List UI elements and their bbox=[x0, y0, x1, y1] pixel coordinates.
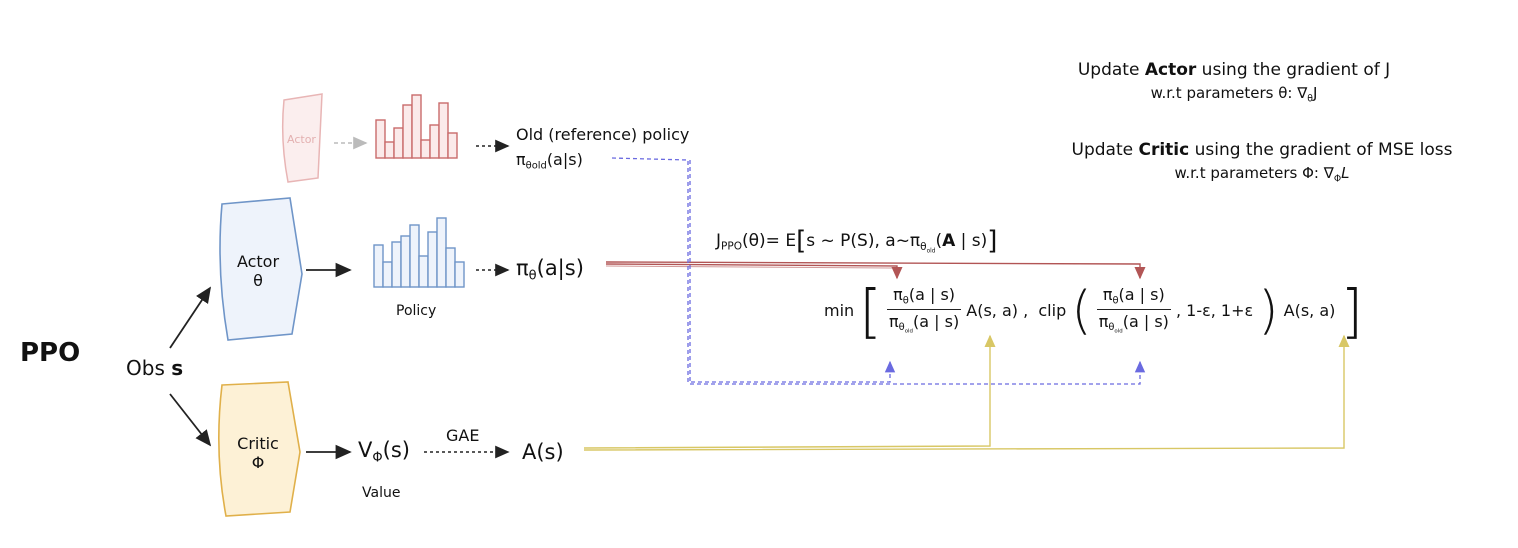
gae-label: GAE bbox=[446, 426, 480, 445]
critic-shape bbox=[218, 381, 301, 517]
objective-expectation: JPPO(θ)= E[s ~ P(S), a~πθold(A | s)] bbox=[716, 226, 998, 256]
policy-caption: Policy bbox=[396, 303, 437, 319]
obs-symbol: s bbox=[171, 356, 184, 380]
policy-histogram bbox=[373, 217, 465, 288]
policy-wire-1 bbox=[605, 263, 903, 280]
old-actor-shape bbox=[281, 93, 323, 183]
value-caption: Value bbox=[362, 485, 401, 501]
actor-label: Actor θ bbox=[226, 252, 290, 290]
old-policy-histogram bbox=[375, 94, 458, 159]
old-policy-wire bbox=[611, 157, 896, 383]
actor-shape bbox=[219, 197, 303, 341]
update-actor-note: Update Actor using the gradient of J w.r… bbox=[1077, 60, 1391, 104]
advantage-wire-1 bbox=[583, 334, 996, 449]
objective-clip-formula: min [ πθ(a | s) πθold(a | s) A(s, a) , c… bbox=[824, 277, 1364, 345]
diagram-title: PPO bbox=[20, 338, 81, 368]
update-critic-note: Update Critic using the gradient of MSE … bbox=[1071, 140, 1453, 184]
old-policy-symbol: πθold(a|s) bbox=[516, 150, 583, 172]
ratio-fraction-1: πθ(a | s) πθold(a | s) bbox=[887, 284, 962, 335]
advantage-term-2: A(s, a) bbox=[1283, 301, 1336, 320]
policy-symbol: πθ(a|s) bbox=[516, 256, 584, 284]
ratio-fraction-2: πθ(a | s) πθold(a | s) bbox=[1096, 284, 1171, 335]
policy-wire-2 bbox=[605, 261, 1146, 280]
advantage-wire-2 bbox=[583, 334, 1350, 451]
clip-operator: clip bbox=[1038, 301, 1067, 320]
value-symbol: VΦ(s) bbox=[358, 438, 410, 466]
old-policy-caption: Old (reference) policy bbox=[516, 125, 690, 144]
critic-param: Φ bbox=[251, 453, 265, 473]
critic-label: Critic Φ bbox=[226, 434, 290, 472]
min-operator: min bbox=[824, 301, 855, 320]
obs-to-actor-arrow bbox=[169, 286, 211, 349]
old-actor-label: Actor bbox=[287, 133, 316, 146]
advantage-term-1: A(s, a) , bbox=[966, 301, 1029, 320]
obs-label: Obs s bbox=[126, 356, 184, 380]
advantage-symbol: A(s) bbox=[522, 440, 564, 464]
clip-bounds: , 1-ε, 1+ε bbox=[1175, 301, 1254, 320]
actor-param: θ bbox=[253, 271, 263, 291]
obs-to-critic-arrow bbox=[169, 393, 212, 447]
